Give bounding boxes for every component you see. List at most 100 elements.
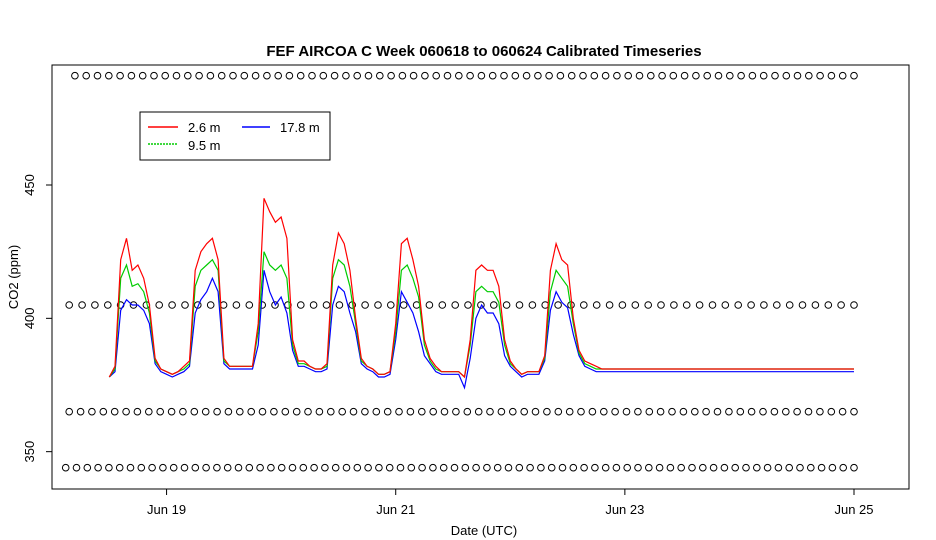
marker-point <box>94 463 102 472</box>
marker-point <box>342 71 350 80</box>
marker-point <box>99 407 108 416</box>
marker-point <box>497 407 506 416</box>
marker-rows <box>61 71 858 472</box>
marker-point <box>613 71 621 80</box>
marker-point <box>455 71 463 80</box>
marker-point <box>580 463 588 472</box>
marker-point <box>515 301 524 309</box>
marker-point <box>213 407 221 416</box>
marker-point <box>502 301 511 309</box>
y-tick-label: 350 <box>22 441 37 463</box>
marker-point <box>133 407 142 416</box>
marker-point <box>184 71 192 80</box>
marker-point <box>556 71 565 80</box>
x-axis-label: Date (UTC) <box>451 523 517 538</box>
marker-point <box>472 463 480 472</box>
marker-point <box>657 301 665 309</box>
marker-point <box>816 407 824 416</box>
marker-point <box>725 407 733 416</box>
marker-point <box>429 407 438 416</box>
marker-point <box>364 71 373 80</box>
marker-point <box>726 71 734 80</box>
marker-point <box>500 71 508 80</box>
marker-point <box>753 463 761 472</box>
marker-point <box>601 71 610 80</box>
marker-point <box>425 301 434 309</box>
marker-point <box>554 407 563 416</box>
marker-point <box>432 71 441 80</box>
marker-point <box>827 407 836 416</box>
marker-point <box>509 407 517 416</box>
series-line-17-8-m <box>108 270 854 390</box>
marker-point <box>91 301 99 309</box>
marker-point <box>195 71 203 80</box>
marker-point <box>493 463 502 472</box>
marker-point <box>71 71 79 80</box>
marker-point <box>827 71 836 80</box>
marker-point <box>747 301 755 309</box>
marker-point <box>304 407 312 416</box>
marker-point <box>395 407 403 416</box>
marker-point <box>760 301 768 309</box>
marker-point <box>477 301 485 309</box>
marker-point <box>670 301 678 309</box>
marker-point <box>669 71 678 80</box>
marker-point <box>763 463 772 472</box>
marker-point <box>104 301 112 309</box>
marker-point <box>247 407 255 416</box>
marker-point <box>330 71 339 80</box>
marker-point <box>76 407 85 416</box>
marker-point <box>223 463 232 472</box>
marker-point <box>201 407 210 416</box>
marker-point <box>297 301 305 309</box>
marker-point <box>558 463 567 472</box>
marker-point <box>224 407 233 416</box>
marker-point <box>450 463 459 472</box>
marker-point <box>115 463 124 472</box>
marker-point <box>349 407 358 416</box>
marker-point <box>677 463 686 472</box>
marker-point <box>592 301 601 309</box>
marker-point <box>191 463 200 472</box>
marker-point <box>385 463 394 472</box>
marker-point <box>387 301 395 309</box>
marker-point <box>623 463 632 472</box>
marker-point <box>258 407 267 416</box>
marker-point <box>285 71 294 80</box>
marker-point <box>138 71 147 80</box>
marker-point <box>682 301 691 309</box>
marker-point <box>213 463 221 472</box>
marker-point <box>612 463 621 472</box>
marker-point <box>116 71 124 80</box>
chart-title: FEF AIRCOA C Week 060618 to 060624 Calib… <box>266 43 701 60</box>
marker-point <box>850 301 858 309</box>
marker-point <box>105 71 113 80</box>
marker-point <box>474 407 483 416</box>
marker-point <box>180 463 189 472</box>
marker-point <box>634 407 642 416</box>
marker-point <box>785 301 794 309</box>
marker-point <box>364 463 372 472</box>
marker-point <box>782 407 790 416</box>
marker-point <box>88 407 96 416</box>
marker-point <box>569 463 578 472</box>
marker-point <box>327 407 335 416</box>
marker-point <box>634 463 642 472</box>
marker-point <box>409 71 418 80</box>
marker-point <box>361 407 369 416</box>
marker-point <box>748 71 757 80</box>
marker-point <box>736 407 745 416</box>
y-axis: 350 400 450 <box>22 174 52 463</box>
marker-point <box>773 301 781 309</box>
marker-point <box>65 407 73 416</box>
marker-point <box>206 71 215 80</box>
marker-point <box>396 463 405 472</box>
marker-point <box>376 71 384 80</box>
marker-point <box>655 463 664 472</box>
marker-point <box>72 463 81 472</box>
marker-point <box>315 407 324 416</box>
series-line-2-6-m <box>108 198 854 379</box>
marker-point <box>483 463 491 472</box>
marker-point <box>486 407 494 416</box>
